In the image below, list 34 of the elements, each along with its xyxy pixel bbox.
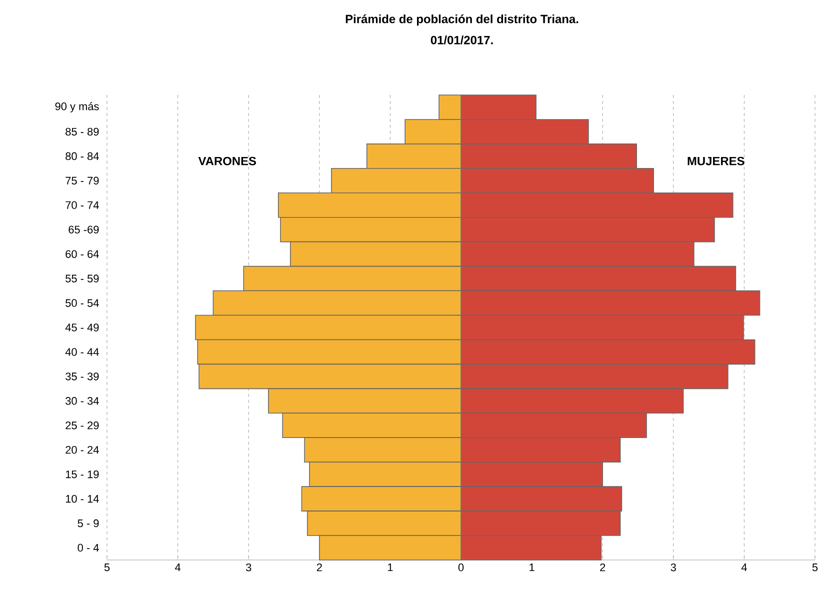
x-tick-label: 1	[388, 564, 393, 572]
y-tick-label: 90 y más	[55, 102, 99, 112]
y-tick-label: 0 - 4	[78, 544, 99, 552]
y-tick-label: 60 - 64	[66, 250, 99, 258]
y-tick-label: 70 - 74	[66, 201, 99, 209]
y-tick-label: 5 - 9	[78, 519, 99, 528]
x-tick-label: 2	[316, 564, 322, 572]
x-tick-label: 3	[670, 564, 676, 572]
x-tick-label: 2	[600, 564, 606, 572]
y-tick-label: 45 - 49	[65, 324, 99, 332]
x-tick-label: 4	[175, 564, 181, 572]
y-tick-label: 25 - 29	[66, 422, 99, 430]
text: VARONES	[198, 156, 256, 166]
y-tick-label: 50 - 54	[66, 299, 99, 307]
x-tick-label: 1	[530, 564, 534, 572]
y-tick-label: 15 - 19	[66, 470, 99, 478]
y-tick-label: 85 - 89	[66, 128, 99, 136]
y-tick-label: 20 - 24	[66, 446, 99, 454]
x-tick-label: 0	[458, 564, 464, 572]
y-tick-label: 40 - 44	[65, 348, 99, 356]
y-tick-label: 55 - 59	[66, 274, 99, 282]
x-tick-label: 5	[812, 564, 818, 572]
x-tick-label: 3	[246, 564, 252, 572]
y-tick-label: 10 - 14	[66, 494, 99, 503]
chart-title: Pirámide de población del distrito Triana.	[346, 14, 578, 26]
y-tick-label: 35 - 39	[66, 372, 99, 380]
x-tick-label: 4	[741, 564, 747, 572]
y-tick-label: 30 - 34	[66, 397, 99, 405]
text: MUJERES	[688, 156, 744, 166]
y-tick-label: 80 - 84	[66, 152, 99, 160]
y-tick-label: 75 - 79	[66, 176, 99, 185]
y-tick-label: 65 -69	[68, 226, 99, 234]
x-tick-label: 5	[104, 564, 110, 572]
chart-subtitle: 01/01/2017.	[430, 36, 493, 44]
